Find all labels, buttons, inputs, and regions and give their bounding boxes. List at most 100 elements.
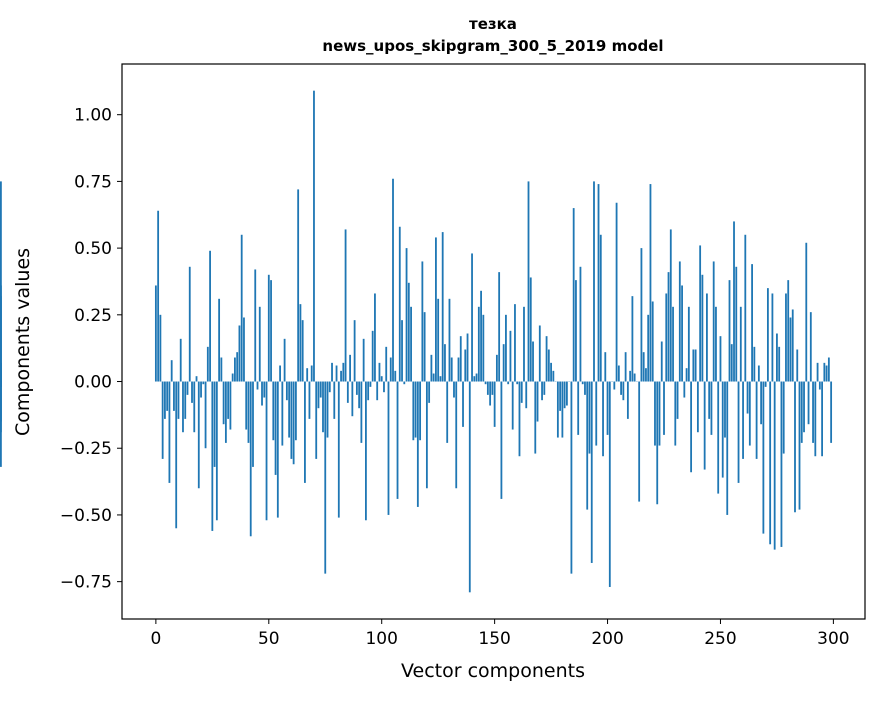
bar	[469, 382, 471, 593]
bar	[582, 382, 584, 385]
bar	[659, 382, 661, 446]
bar	[259, 307, 261, 382]
bar	[471, 253, 473, 381]
bar	[324, 382, 326, 574]
bar	[453, 382, 455, 398]
bar	[266, 382, 268, 521]
bar	[412, 382, 414, 441]
bar	[821, 382, 823, 457]
bar	[248, 382, 250, 443]
bar	[622, 382, 624, 401]
bar	[376, 382, 378, 401]
x-tick-label: 300	[817, 629, 849, 649]
bar	[272, 382, 274, 441]
bar	[543, 382, 545, 395]
bar	[333, 382, 335, 419]
bar	[683, 382, 685, 398]
bar	[686, 368, 688, 381]
bar	[178, 382, 180, 419]
bar	[202, 382, 204, 385]
bar	[774, 382, 776, 550]
bar	[241, 235, 243, 382]
bar	[751, 264, 753, 381]
bar	[467, 334, 469, 382]
bar	[200, 382, 202, 398]
bar	[187, 382, 189, 395]
bar	[629, 371, 631, 382]
bar	[539, 325, 541, 381]
bar	[433, 374, 435, 382]
bar	[602, 382, 604, 457]
bar	[697, 382, 699, 433]
bar	[390, 358, 392, 382]
bar	[501, 382, 503, 499]
bar	[656, 382, 658, 505]
bar	[385, 347, 387, 382]
bar	[315, 382, 317, 459]
bar	[392, 179, 394, 382]
bar	[489, 382, 491, 406]
bar	[340, 371, 342, 382]
bar	[184, 382, 186, 419]
bar	[796, 350, 798, 382]
bar	[627, 382, 629, 419]
bar	[442, 232, 444, 381]
bar	[729, 280, 731, 381]
bar	[388, 382, 390, 515]
bar	[254, 269, 256, 381]
bar	[528, 181, 530, 381]
bar	[476, 374, 478, 382]
bar	[534, 382, 536, 454]
bar	[620, 382, 622, 395]
bar	[220, 358, 222, 382]
bar	[724, 382, 726, 438]
x-tick-label: 250	[704, 629, 736, 649]
bar	[616, 203, 618, 382]
bar	[211, 382, 213, 531]
bar	[300, 304, 302, 381]
bar	[345, 229, 347, 381]
bar	[571, 382, 573, 574]
bar	[677, 382, 679, 419]
bar	[293, 382, 295, 465]
bar	[823, 363, 825, 382]
bar	[370, 382, 372, 387]
bar	[519, 382, 521, 457]
bar	[778, 347, 780, 382]
bar	[0, 382, 2, 387]
bar	[826, 366, 828, 382]
bar	[790, 317, 792, 381]
bar	[706, 293, 708, 381]
bar	[250, 382, 252, 537]
bar	[738, 382, 740, 483]
bar	[559, 382, 561, 411]
bar	[302, 320, 304, 381]
bar	[399, 227, 401, 382]
bar	[758, 366, 760, 382]
bar	[744, 235, 746, 382]
x-tick-label: 0	[150, 629, 161, 649]
bar	[430, 355, 432, 382]
bar	[268, 275, 270, 382]
bar	[647, 315, 649, 382]
bar	[661, 342, 663, 382]
bar	[320, 382, 322, 398]
bar	[575, 280, 577, 381]
bar	[216, 382, 218, 521]
bar	[252, 382, 254, 467]
bar	[223, 382, 225, 425]
bar	[711, 382, 713, 435]
bar	[281, 382, 283, 446]
bar	[814, 382, 816, 457]
bar	[198, 382, 200, 489]
bar	[327, 382, 329, 438]
bar	[313, 91, 315, 382]
bar	[609, 382, 611, 587]
bar	[591, 382, 593, 563]
bar	[663, 382, 665, 435]
bar	[397, 382, 399, 499]
bar	[577, 382, 579, 435]
bar	[584, 382, 586, 395]
y-tick-label: −0.50	[60, 506, 112, 526]
bar	[338, 382, 340, 518]
